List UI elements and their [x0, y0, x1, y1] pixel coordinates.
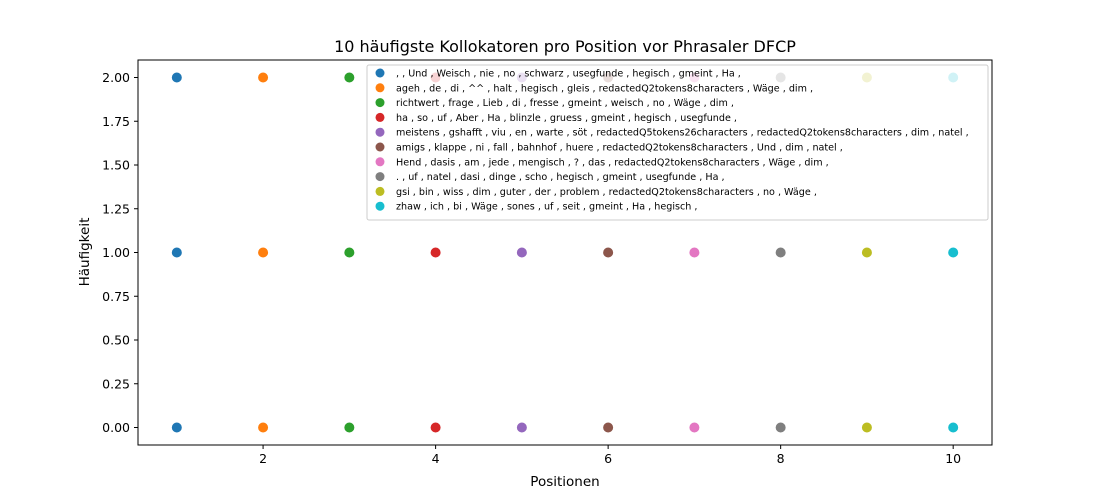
x-axis-label: Positionen	[530, 474, 599, 490]
legend-marker-5	[375, 127, 385, 137]
data-point-series-6-2	[603, 422, 614, 433]
x-tick-label-2: 6	[604, 451, 612, 466]
data-point-series-10-2	[948, 422, 959, 433]
x-tick-label-3: 8	[777, 451, 785, 466]
data-point-series-8-1	[775, 247, 786, 258]
legend-marker-9	[375, 186, 385, 196]
legend-entry-7: Hend , dasis , am , jede , mengisch , ? …	[396, 157, 829, 168]
data-point-series-10-1	[948, 247, 959, 258]
data-point-series-3-1	[344, 247, 355, 258]
chart-title: 10 häufigste Kollokatoren pro Position v…	[334, 37, 796, 56]
data-points	[171, 72, 959, 433]
legend-entry-9: gsi , bin , wiss , dim , guter , der , p…	[396, 187, 817, 198]
y-tick-label-1: 0.25	[102, 376, 130, 391]
legend-box	[366, 64, 989, 221]
y-tick-label-4: 1.00	[102, 245, 130, 260]
legend-marker-4	[375, 112, 385, 122]
legend-entry-6: amigs , klappe , ni , fall , bahnhof , h…	[396, 143, 843, 154]
legend-entry-5: meistens , gshafft , viu , en , warte , …	[396, 128, 969, 139]
data-point-series-1-2	[171, 422, 182, 433]
legend-marker-1	[375, 68, 385, 78]
data-point-series-5-2	[516, 422, 527, 433]
data-point-series-2-0	[258, 72, 269, 83]
y-tick-label-7: 1.75	[102, 114, 130, 129]
y-axis-label: Häufigkeit	[77, 218, 93, 287]
data-point-series-7-1	[689, 247, 700, 258]
legend-entry-10: zhaw , ich , bi , Wäge , sones , uf , se…	[396, 202, 697, 213]
data-point-series-9-2	[861, 422, 872, 433]
data-point-series-6-1	[603, 247, 614, 258]
legend: , , Und , Weisch , nie , no , schwarz , …	[366, 64, 989, 221]
legend-entry-4: ha , so , uf , Aber , Ha , blinzle , gru…	[396, 113, 737, 124]
y-tick-label-2: 0.50	[102, 333, 130, 348]
data-point-series-8-2	[775, 422, 786, 433]
x-tick-label-1: 4	[432, 451, 440, 466]
x-tick-label-4: 10	[945, 451, 961, 466]
y-tick-label-5: 1.25	[102, 201, 130, 216]
legend-marker-7	[375, 157, 385, 167]
data-point-series-9-1	[861, 247, 872, 258]
data-point-series-1-1	[171, 247, 182, 258]
legend-marker-2	[375, 83, 385, 93]
x-tick-label-0: 2	[259, 451, 267, 466]
data-point-series-7-2	[689, 422, 700, 433]
data-point-series-1-0	[171, 72, 182, 83]
data-point-series-3-0	[344, 72, 355, 83]
data-point-series-5-1	[516, 247, 527, 258]
legend-marker-3	[375, 98, 385, 108]
legend-entry-3: richtwert , frage , Lieb , di , fresse ,…	[396, 98, 734, 109]
data-point-series-4-1	[430, 247, 441, 258]
legend-marker-6	[375, 142, 385, 152]
legend-entry-2: ageh , de , di , ^^ , halt , hegisch , g…	[396, 83, 813, 94]
data-point-series-2-1	[258, 247, 269, 258]
y-tick-label-0: 0.00	[102, 420, 130, 435]
y-axis: 0.00 0.25 0.50 0.75 1.00 1.25 1.50 1.75 2.00	[102, 70, 138, 435]
data-point-series-2-2	[258, 422, 269, 433]
y-tick-label-6: 1.50	[102, 158, 130, 173]
legend-entry-8: . , uf , natel , dasi , dinge , scho , h…	[396, 172, 725, 183]
legend-marker-8	[375, 172, 385, 182]
data-point-series-3-2	[344, 422, 355, 433]
x-axis: 2 4 6 8 10	[259, 445, 961, 466]
data-point-series-4-2	[430, 422, 441, 433]
legend-entry-1: , , Und , Weisch , nie , no , schwarz , …	[396, 69, 741, 80]
legend-marker-10	[375, 201, 385, 211]
y-tick-label-3: 0.75	[102, 289, 130, 304]
y-tick-label-8: 2.00	[102, 70, 130, 85]
